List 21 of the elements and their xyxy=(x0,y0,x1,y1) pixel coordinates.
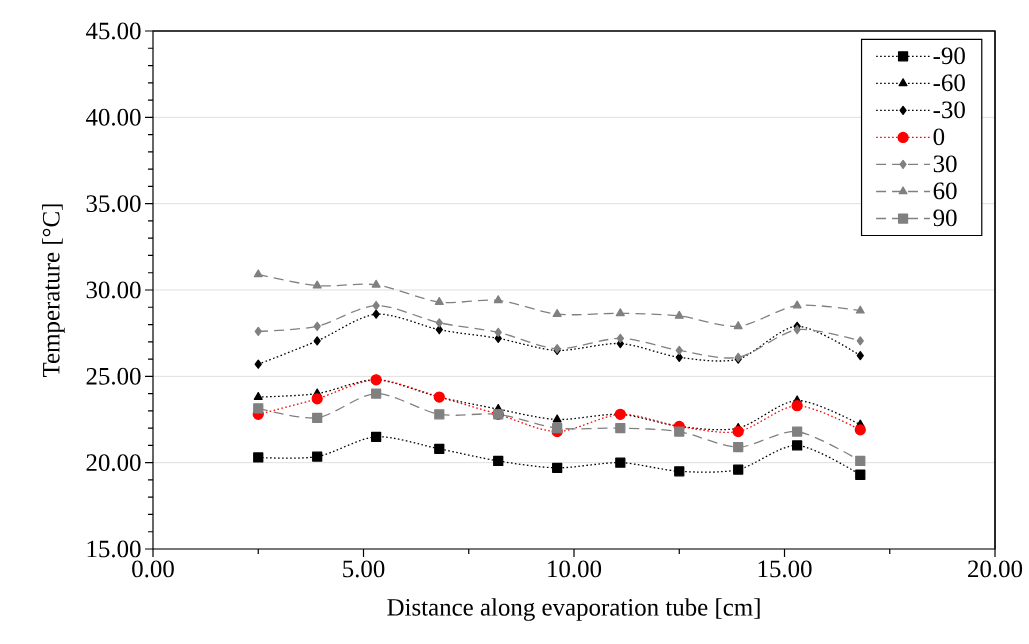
legend-label: 60 xyxy=(933,182,957,200)
y-tick-label: 25.00 xyxy=(86,367,141,385)
y-tick-label: 15.00 xyxy=(87,540,141,558)
y-axis-title: Temperature [°C] xyxy=(42,204,65,377)
x-tick-label: 10.00 xyxy=(548,560,602,578)
y-tick-label: 20.00 xyxy=(86,454,141,472)
legend-label: 90 xyxy=(933,209,957,227)
x-axis-title: Distance along evaporation tube [cm] xyxy=(387,598,760,621)
legend-label: -90 xyxy=(933,47,965,65)
legend-label: -60 xyxy=(933,74,965,92)
legend-label: 0 xyxy=(933,128,945,146)
y-tick-label: 30.00 xyxy=(86,281,141,299)
legend-label: -30 xyxy=(933,101,965,119)
x-tick-label: 20.00 xyxy=(968,560,1023,578)
y-tick-label: 40.00 xyxy=(85,108,141,126)
x-tick-label: 15.00 xyxy=(758,560,812,578)
y-tick-label: 45.00 xyxy=(85,22,141,40)
legend-label: 30 xyxy=(933,155,957,173)
x-tick-label: 0.00 xyxy=(132,560,174,578)
y-tick-label: 35.00 xyxy=(86,195,141,213)
x-tick-label: 5.00 xyxy=(343,560,385,578)
